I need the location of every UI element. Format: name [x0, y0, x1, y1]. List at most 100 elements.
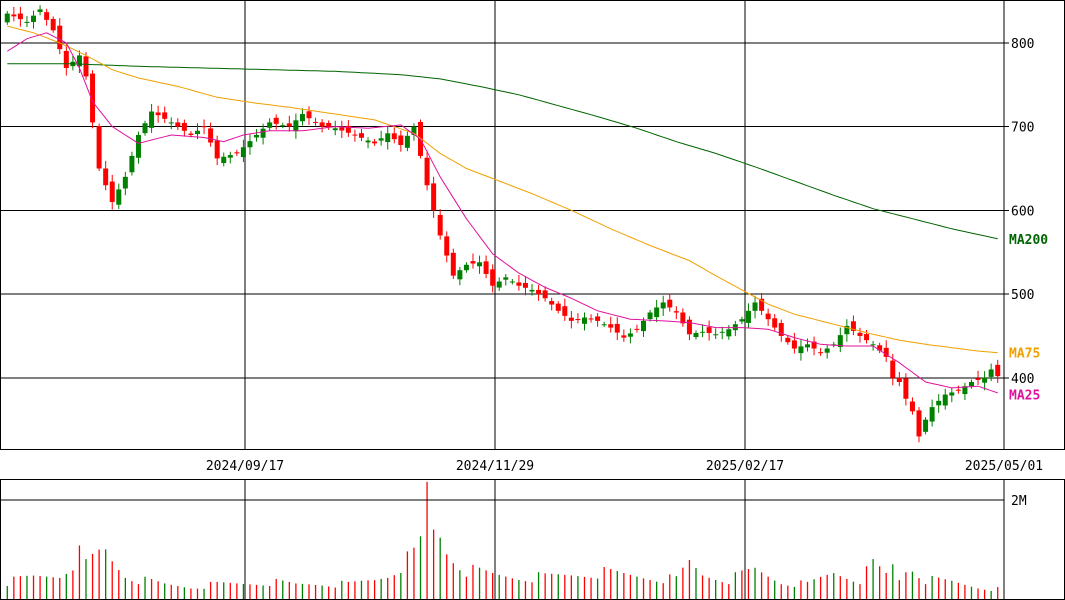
candle-up: [37, 9, 43, 12]
candle-up: [194, 130, 200, 135]
candle-up: [129, 155, 135, 173]
volume-tick-label-2m: 2M: [1011, 494, 1027, 509]
candle-up: [529, 289, 535, 292]
candle-down: [975, 378, 981, 380]
candle-up: [752, 302, 758, 311]
candle-down: [398, 135, 404, 146]
price-tick-label-600: 600: [1011, 204, 1034, 219]
candle-down: [522, 282, 528, 288]
candle-up: [116, 189, 122, 205]
candle-up: [4, 13, 10, 23]
date-tick-label-1: 2024/11/29: [456, 459, 534, 474]
volume-y-axis: 2M: [1, 494, 1027, 509]
candle-up: [411, 126, 417, 135]
candle-down: [621, 335, 627, 338]
candle-down: [208, 128, 214, 143]
candle-up: [647, 312, 653, 320]
candle-up: [31, 15, 37, 22]
candle-down: [483, 261, 489, 274]
candle-down: [608, 324, 614, 328]
candle-down: [103, 168, 109, 186]
ma-legend: MA200 MA75 MA25: [1009, 233, 1048, 404]
candle-down: [90, 73, 96, 123]
candle-up: [739, 319, 745, 322]
candle-up: [404, 135, 410, 148]
candle-down: [352, 134, 358, 136]
price-grid: [1, 1, 1004, 599]
candle-down: [175, 122, 181, 127]
candle-down: [772, 318, 778, 328]
candle-down: [614, 323, 620, 333]
moving-average-lines: [7, 25, 998, 394]
candle-up: [240, 147, 246, 158]
candle-up: [293, 120, 299, 132]
ma25-line: [7, 32, 998, 394]
candle-down: [345, 125, 351, 133]
date-tick-label-2: 2025/02/17: [706, 459, 784, 474]
candle-down: [995, 364, 1001, 377]
price-y-axis: 400 500 600 700 800: [1004, 37, 1034, 387]
candle-up: [385, 133, 391, 143]
candle-down: [424, 157, 430, 186]
candle-down: [759, 298, 765, 311]
volume-panel: 2M: [0, 479, 1065, 600]
candle-down: [490, 269, 496, 286]
candle-down: [50, 18, 56, 31]
candle-up: [824, 348, 830, 353]
candle-up: [719, 331, 725, 333]
candle-down: [575, 319, 581, 321]
candle-up: [936, 400, 942, 406]
candle-down: [857, 332, 863, 336]
candle-down: [555, 303, 561, 311]
candle-up: [581, 317, 587, 324]
candle-down: [11, 14, 17, 17]
candle-down: [680, 312, 686, 324]
candle-down: [431, 183, 437, 211]
candle-down: [916, 410, 922, 437]
candle-up: [700, 331, 706, 333]
candle-up: [962, 386, 968, 395]
candle-up: [227, 155, 233, 158]
candle-down: [44, 12, 50, 20]
candle-down: [319, 122, 325, 127]
candle-down: [883, 347, 889, 357]
candle-down: [214, 140, 220, 159]
candle-down: [83, 56, 89, 77]
candle-up: [260, 128, 266, 138]
candle-down: [358, 133, 364, 138]
candle-down: [890, 360, 896, 378]
candle-down: [339, 127, 345, 131]
candle-down: [667, 299, 673, 308]
candle-down: [181, 122, 187, 131]
price-tick-label-500: 500: [1011, 288, 1034, 303]
candle-down: [765, 313, 771, 320]
candle-down: [63, 50, 69, 68]
candle-up: [365, 140, 371, 143]
candle-up: [496, 281, 502, 288]
candle-down: [57, 25, 63, 50]
candle-up: [247, 141, 253, 148]
candle-down: [791, 340, 797, 349]
ma-label-ma75: MA75: [1009, 347, 1040, 362]
candle-down: [595, 316, 601, 321]
candle-down: [536, 289, 542, 295]
candle-down: [542, 290, 548, 299]
candle-up: [299, 114, 305, 122]
candle-down: [818, 352, 824, 354]
candle-down: [673, 311, 679, 313]
candle-up: [254, 134, 260, 138]
candle-up: [726, 329, 732, 337]
price-tick-label-700: 700: [1011, 121, 1034, 136]
candle-up: [332, 128, 338, 131]
candle-up: [601, 324, 607, 326]
candle-down: [850, 321, 856, 331]
candle-down: [903, 378, 909, 399]
candle-up: [654, 307, 660, 318]
ma-label-ma200: MA200: [1009, 233, 1048, 248]
candle-down: [568, 317, 574, 321]
candle-up: [149, 111, 155, 128]
candle-down: [234, 152, 240, 154]
date-tick-label-0: 2024/09/17: [206, 459, 284, 474]
candle-up: [713, 334, 719, 336]
